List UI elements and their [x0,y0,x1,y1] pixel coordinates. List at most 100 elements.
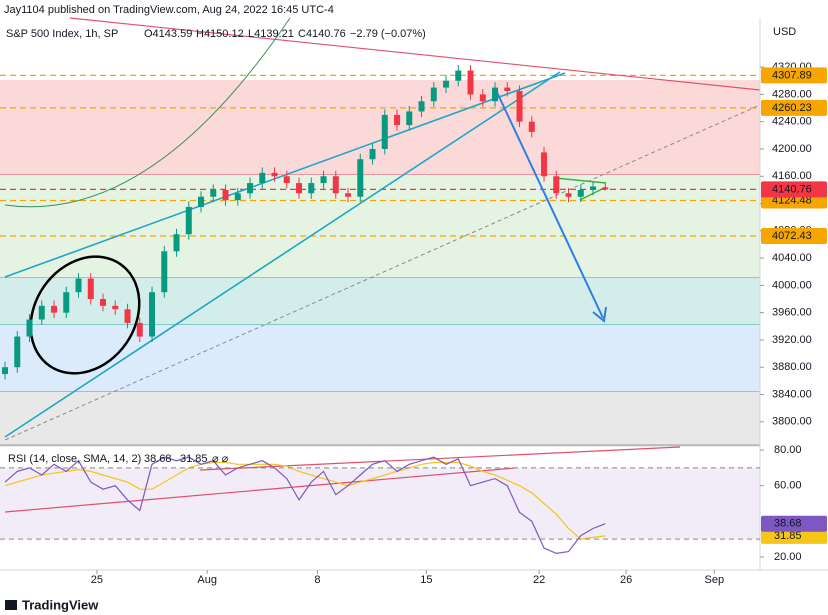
candle-body [75,278,82,293]
arrow [494,87,604,319]
candle-body [467,70,474,95]
x-tick-label: 22 [533,574,545,586]
candle-body [296,183,303,194]
candle-body [345,193,352,197]
close: C4140.76 [298,28,346,40]
sma-value: 31.85 [180,453,208,465]
zone [0,80,760,175]
value-box [761,527,827,544]
value-box [761,515,827,532]
candle-body [308,183,315,194]
triangle-top [554,177,607,184]
candle-body [577,189,584,197]
brand: TradingView [22,597,99,612]
candle-body [479,94,486,102]
open: O4143.59 [144,28,192,40]
candle-body [173,234,180,252]
level-label: 4140.76 [772,183,812,195]
candle-body [87,278,94,300]
value-label: 31.85 [774,530,802,542]
candle-body [430,87,437,102]
y-tick-label: 4160.00 [772,170,812,182]
candle-body [2,367,9,375]
candle-body [259,172,266,184]
candle-body [369,148,376,160]
x-tick-label: 8 [314,574,320,586]
y-tick-label: 20.00 [774,551,802,563]
candle-body [26,319,33,337]
rsi [4,456,606,555]
level-label: 4072.43 [772,230,812,242]
channel-upper [4,72,566,278]
series-line [4,461,606,540]
zone [0,277,760,325]
ellipse [29,255,141,375]
rsi-trend [199,446,681,471]
candle-body [210,189,217,197]
candle-body [100,299,107,306]
y-tick-label: 60.00 [774,480,802,492]
channel-lower [4,71,561,438]
zone [0,324,760,392]
y-tick-label: 3960.00 [772,307,812,319]
level-label: 4124.48 [772,194,812,206]
level-label: 4260.23 [772,102,812,114]
curve [4,17,291,208]
candle-body [504,87,511,91]
drawings [4,17,761,441]
candle-body [14,336,21,368]
y-tick-label: 4240.00 [772,116,812,128]
candle-body [381,114,388,149]
candle-body [320,176,327,184]
candle-body [112,305,119,310]
y-tick-label: 4040.00 [772,252,812,264]
candle-body [185,206,192,235]
candle-body [590,186,597,190]
candle-body [541,152,548,177]
zone [0,174,760,278]
rsi-trend [4,467,516,513]
y-tick-label: 3920.00 [772,334,812,346]
candle-body [492,87,499,102]
candle-body [418,101,425,112]
y-tick-label: 4280.00 [772,88,812,100]
candle-body [394,114,401,126]
zone [0,391,760,445]
candle-body [222,189,229,201]
publisher: Jay1104 published on TradingView.com, Au… [4,4,334,16]
candle-body [565,193,572,197]
zones [0,80,760,446]
y-tick-label: 4200.00 [772,143,812,155]
candle-body [198,196,205,207]
high: H4150.12 [196,28,244,40]
x-tick-label: Aug [197,574,217,586]
x-tick-label: 15 [420,574,432,586]
candle-body [247,183,254,194]
candles [2,65,609,380]
candle-body [63,292,70,313]
y-tick-label: 3840.00 [772,388,812,400]
low: L4139.21 [248,28,294,40]
y-tick-label: 80.00 [774,444,802,456]
x-tick-label: 26 [620,574,632,586]
levels [0,74,760,237]
x-tick-label: 25 [91,574,103,586]
candle-body [38,305,45,320]
arrow-head [592,306,607,323]
candle-body [602,187,609,190]
candle-body [283,176,290,184]
currency: USD [773,26,796,38]
series-line [4,456,606,555]
value-label: 38.68 [774,518,802,530]
logo [5,600,17,610]
trend-line [69,17,761,91]
y-tick-label: 3880.00 [772,361,812,373]
level-box [761,67,827,84]
level-box [761,181,827,198]
candle-body [234,193,241,201]
candle-body [161,251,168,293]
change: −2.79 (−0.07%) [350,28,426,40]
candle-body [51,305,58,313]
x-tick-label: Sep [705,574,725,586]
